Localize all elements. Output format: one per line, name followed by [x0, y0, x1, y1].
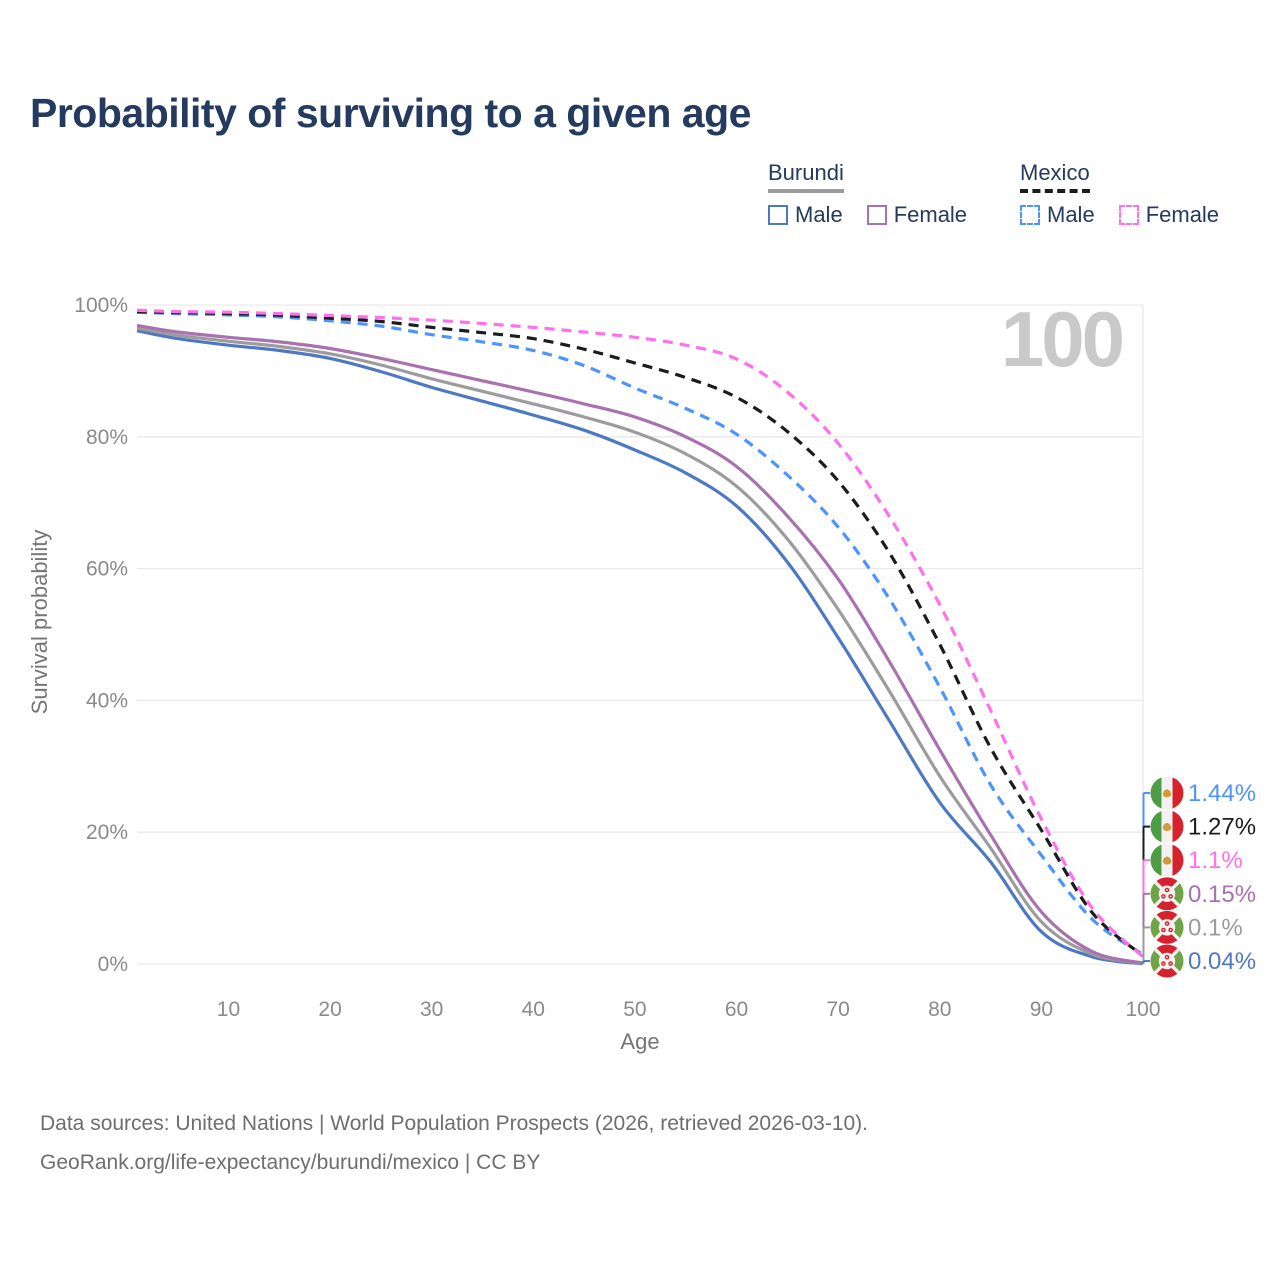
x-tick-label: 40: [522, 998, 545, 1021]
end-label-value: 0.1%: [1188, 914, 1243, 941]
end-label-value: 1.1%: [1188, 847, 1243, 874]
legend-item-burundi-male[interactable]: Male: [768, 202, 843, 228]
legend-item-label: Female: [893, 202, 968, 227]
mexico-flag-icon: [1150, 810, 1184, 844]
mexico-female-swatch-icon: [1118, 205, 1139, 225]
footer-attribution-link: GeoRank.org/life-expectancy/burundi/mexi…: [40, 1151, 541, 1174]
mexico-male-swatch-icon: [1020, 205, 1040, 225]
y-tick-label: 80%: [86, 426, 128, 449]
burundi-flag-icon: [1150, 877, 1184, 911]
footer-data-sources: Data sources: United Nations | World Pop…: [40, 1112, 869, 1135]
legend-item-label: Male: [1047, 202, 1095, 227]
x-tick-label: 90: [1030, 998, 1053, 1021]
curve-mexico-male[interactable]: [136, 310, 1144, 956]
curve-mexico-both[interactable]: [136, 309, 1145, 957]
y-tick-label: 100%: [74, 294, 128, 317]
page-title: Probability of surviving to a given age: [30, 90, 751, 136]
x-tick-label: 80: [928, 998, 951, 1021]
end-label-value: 0.04%: [1188, 948, 1256, 975]
burundi-flag-icon: [1150, 944, 1184, 978]
legend-items-mexico: Male Female: [1020, 202, 1219, 228]
legend-country-burundi: Burundi: [768, 160, 844, 193]
end-label-value: 1.27%: [1188, 814, 1256, 841]
x-tick-label: 20: [318, 998, 341, 1021]
end-label-value: 1.44%: [1188, 780, 1256, 807]
legend-group-mexico: Mexico Male Female: [1020, 160, 1219, 228]
legend-item-label: Male: [795, 202, 843, 227]
curve-mexico-female[interactable]: [136, 308, 1145, 958]
footer: Data sources: United Nations | World Pop…: [40, 1104, 868, 1182]
x-tick-label: 100: [1125, 998, 1160, 1021]
y-tick-label: 60%: [86, 558, 128, 581]
y-axis-title: Survival probability: [27, 530, 52, 715]
x-tick-label: 60: [725, 998, 748, 1021]
mexico-flag-icon: [1150, 843, 1184, 877]
age-watermark: 100: [1001, 295, 1123, 383]
legend-item-label: Female: [1145, 202, 1220, 227]
legend-item-mexico-male[interactable]: Male: [1020, 202, 1095, 228]
burundi-flag-icon: [1150, 910, 1184, 944]
burundi-female-swatch-icon: [866, 205, 887, 225]
x-tick-label: 30: [420, 998, 443, 1021]
legend-item-burundi-female[interactable]: Female: [866, 202, 968, 228]
legend-country-mexico: Mexico: [1020, 160, 1090, 193]
burundi-male-swatch-icon: [768, 205, 788, 225]
curve-burundi-female[interactable]: [136, 323, 1144, 965]
x-tick-label: 50: [623, 998, 646, 1021]
x-axis-title: Age: [620, 1029, 659, 1054]
x-tick-label: 10: [217, 998, 240, 1021]
y-tick-label: 20%: [86, 821, 128, 844]
y-tick-label: 40%: [86, 689, 128, 712]
legend-item-mexico-female[interactable]: Female: [1118, 202, 1220, 228]
x-tick-label: 70: [826, 998, 849, 1021]
mexico-flag-icon: [1150, 776, 1184, 810]
curve-burundi-both[interactable]: [136, 326, 1144, 965]
end-label-value: 0.15%: [1188, 881, 1256, 908]
legend-items-burundi: Male Female: [768, 202, 967, 228]
legend-group-burundi: Burundi Male Female: [768, 160, 967, 228]
curve-burundi-male[interactable]: [136, 329, 1144, 966]
y-tick-label: 0%: [98, 953, 128, 976]
